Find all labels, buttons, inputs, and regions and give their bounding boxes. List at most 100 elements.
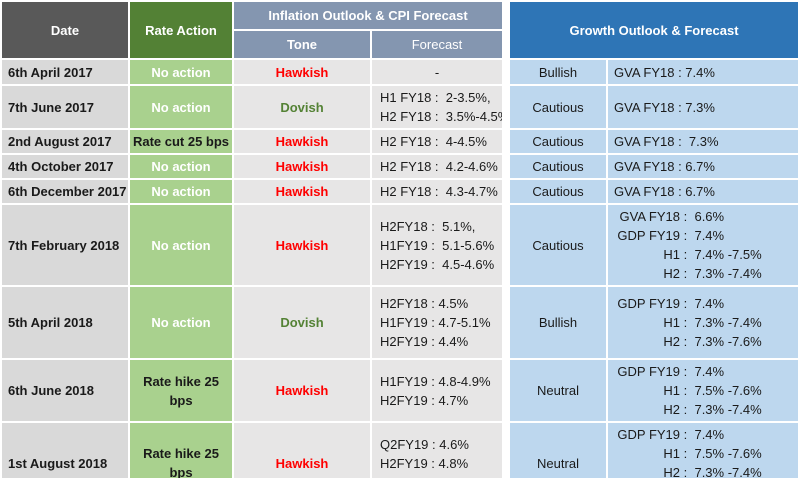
growth-forecast-cell: GDP FY19 : 7.4% H1 : 7.3% -7.4% H2 : 7.3% … [608,287,799,358]
growth-line-label: H2 [663,266,681,281]
header-row-group: Date Rate Action Inflation Outlook & CPI… [2,2,799,58]
growth-group-header: Growth Outlook & Forecast [504,2,799,58]
cpi-forecast-line: H2FY19 : 4.5-4.6% [380,256,495,272]
cpi-forecast-line: H2FY19 : 4.8% [380,455,469,471]
rate-action-cell: No action [130,155,232,178]
growth-line-label: H2 [663,465,681,478]
growth-line-label: GDP FY19 [617,228,681,243]
growth-line-separator: : [680,364,695,379]
inflation-group-header: Inflation Outlook & CPI Forecast [234,2,503,29]
inflation-tone-cell: Hawkish [234,60,370,84]
cpi-forecast-line: H2FY18 : 5.1%, [380,218,476,234]
cpi-forecast-cell: H2 FY18 : 4.3-4.7% [372,180,503,203]
cpi-forecast-line: Q2FY19 : 4.6% [380,436,469,452]
growth-line-label: H1 [663,247,681,262]
growth-forecast-line: H1 : 7.5% -7.6% [614,444,796,463]
table-row: 6th April 2017 No action Hawkish - Bullish GV… [2,60,799,84]
growth-forecast-line: GDP FY19 : 7.4% [614,425,796,444]
growth-line-separator: : [680,228,695,243]
inflation-tone-cell: Hawkish [234,180,370,203]
cpi-forecast-line: H2 FY18 : 4.2-4.6% [380,159,498,174]
growth-forecast-line: H2 : 7.3% -7.4% [614,400,796,419]
cpi-forecast-cell: - [372,60,503,84]
growth-line-separator: : [680,402,695,417]
rate-action-cell: No action [130,60,232,84]
growth-forecast-cell: GVA FY18 : 6.7% [608,180,799,203]
growth-line-label: H1 [663,446,681,461]
cpi-forecast-cell: H2FY18 : 4.5% H1FY19 : 4.7-5.1% H2FY19 : 4… [372,287,503,358]
inflation-tone-cell: Dovish [234,287,370,358]
table-row: 7th February 2018 No action Hawkish H2FY18 … [2,205,799,285]
growth-line-separator: : [680,334,695,349]
cpi-forecast-line: H1FY19 : 4.8-4.9% [380,373,491,389]
growth-outlook-cell: Neutral [504,360,607,421]
cpi-forecast-cell: Q2FY19 : 4.6% H2FY19 : 4.8% Q1FY20: 5.0% [372,423,503,478]
rate-action-cell: Rate hike 25 bps [130,360,232,421]
table-row: 4th October 2017 No action Hawkish H2 FY18 … [2,155,799,178]
growth-line-label: H2 [663,334,681,349]
cpi-forecast-line: - [434,64,440,80]
table-row: 5th April 2018 No action Dovish H2FY18 : 4.… [2,287,799,358]
growth-outlook-cell: Bullish [504,60,607,84]
growth-forecast-line: H1 : 7.4% -7.5% [614,245,796,264]
growth-forecast-line: H2 : 7.3% -7.4% [614,264,796,283]
cpi-forecast-cell: H2FY18 : 5.1%, H1FY19 : 5.1-5.6% H2FY19 : … [372,205,503,285]
growth-outlook-cell: Neutral [504,423,607,478]
table-body: 6th April 2017 No action Hawkish - Bullish GV… [2,60,799,478]
tone-column-header: Tone [234,31,370,58]
growth-forecast-line: GVA FY18 : 7.3% [614,134,719,149]
growth-line-separator: : [680,209,695,224]
date-cell: 7th February 2018 [2,205,128,285]
cpi-forecast-line: H1FY19 : 4.7-5.1% [380,315,491,330]
rate-action-cell: No action [130,86,232,128]
table-row: 6th December 2017 No action Hawkish H2 FY18… [2,180,799,203]
cpi-forecast-line: H2FY19 : 4.4% [380,334,469,349]
growth-forecast-cell: GVA FY18 : 7.3% [608,130,799,153]
growth-line-value: 7.3% -7.4% [694,315,762,330]
cpi-forecast-line: Q1FY20: 5.0% [380,473,500,478]
cpi-forecast-cell: H2 FY18 : 4.2-4.6% [372,155,503,178]
table-row: 6th June 2018 Rate hike 25 bps Hawkish H1FY… [2,360,799,421]
growth-outlook-cell: Cautious [504,130,607,153]
growth-line-value: 7.4% [694,364,725,379]
table-row: 7th June 2017 No action Dovish H1 FY18 : 2-… [2,86,799,128]
date-cell: 7th June 2017 [2,86,128,128]
cpi-forecast-line: H1FY19 : 5.1-5.6% [380,237,495,253]
growth-forecast-cell: GVA FY18 : 7.4% [608,60,799,84]
growth-line-label: H1 [663,315,681,330]
table-row: 1st August 2018 Rate hike 25 bps Hawkish Q2… [2,423,799,478]
growth-line-label: GDP FY19 [617,427,681,442]
growth-line-value: 7.3% -7.4% [694,266,762,281]
growth-forecast-cell: GVA FY18 : 6.7% [608,155,799,178]
growth-forecast-line: GDP FY19 : 7.4% [614,362,796,381]
cpi-forecast-cell: H1 FY18 : 2-3.5%, H2 FY18 : 3.5%-4.5% [372,86,503,128]
cpi-forecast-cell: H2 FY18 : 4-4.5% [372,130,503,153]
growth-forecast-line: GDP FY19 : 7.4% [614,226,796,245]
date-cell: 6th December 2017 [2,180,128,203]
growth-forecast-line: GVA FY18 : 6.7% [614,184,715,199]
growth-line-value: 7.4% [694,296,725,311]
rate-action-cell: Rate cut 25 bps [130,130,232,153]
cpi-forecast-line: H1 FY18 : 2-3.5%, [380,90,491,105]
table-header: Date Rate Action Inflation Outlook & CPI… [2,2,799,58]
growth-line-value: 7.4% [694,228,725,243]
growth-line-separator: : [680,266,695,281]
growth-forecast-line: GVA FY18 : 6.6% [614,207,796,226]
growth-line-label: GVA FY18 [619,209,681,224]
growth-line-value: 7.3% -7.4% [694,402,762,417]
cpi-forecast-line: H2 FY18 : 4.3-4.7% [380,184,498,199]
growth-forecast-line: GVA FY18 : 7.4% [614,64,715,80]
growth-line-label: H2 [663,402,681,417]
growth-outlook-cell: Cautious [504,155,607,178]
growth-forecast-line: H1 : 7.3% -7.4% [614,313,796,332]
growth-line-separator: : [680,383,695,398]
growth-line-separator: : [680,315,695,330]
inflation-tone-cell: Hawkish [234,130,370,153]
growth-outlook-cell: Cautious [504,86,607,128]
cpi-forecast-line: H2 FY18 : 3.5%-4.5% [380,109,503,124]
inflation-tone-cell: Hawkish [234,155,370,178]
growth-line-separator: : [680,446,695,461]
growth-line-separator: : [680,247,695,262]
rate-action-cell: Rate hike 25 bps [130,423,232,478]
